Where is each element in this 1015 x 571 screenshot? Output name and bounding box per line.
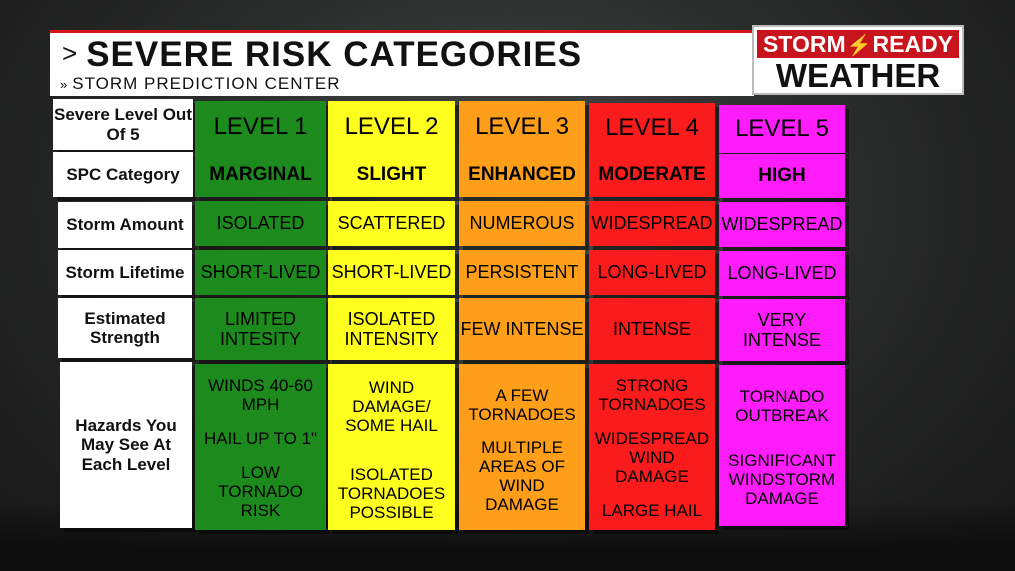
hazard-item: TORNADO OUTBREAK: [735, 387, 829, 426]
level-5-category: HIGH: [719, 154, 845, 198]
hazard-item: MULTIPLE AREAS OF WIND DAMAGE: [479, 437, 565, 514]
level-1-amount: ISOLATED: [195, 201, 326, 246]
hazard-item: WIND DAMAGE/ SOME HAIL: [345, 378, 438, 436]
level-5-hazards: TORNADO OUTBREAK SIGNIFICANT WINDSTORM D…: [719, 365, 845, 526]
level-5-amount: WIDESPREAD: [719, 202, 845, 247]
level-4-header: LEVEL 4: [589, 103, 715, 153]
level-5-header: LEVEL 5: [719, 105, 845, 153]
level-3-strength: FEW INTENSE: [459, 298, 585, 360]
level-3-amount: NUMEROUS: [459, 201, 585, 246]
logo-top-band: STORM⚡READY: [757, 30, 959, 58]
hazard-item: ISOLATED TORNADOES POSSIBLE: [337, 464, 446, 522]
hazard-item: LARGE HAIL: [601, 500, 703, 520]
level-1-strength: LIMITED INTESITY: [195, 298, 326, 360]
level-4-hazards: STRONG TORNADOES WIDESPREAD WIND DAMAGE …: [589, 364, 715, 530]
chevron-right-icon: >: [62, 38, 79, 68]
level-3-lifetime: PERSISTENT: [459, 250, 585, 295]
level-1-category: MARGINAL: [195, 153, 326, 197]
level-2-amount: SCATTERED: [328, 201, 455, 246]
level-4-category: MODERATE: [589, 153, 715, 197]
level-2-lifetime: SHORT-LIVED: [328, 250, 455, 295]
header-banner: > SEVERE RISK CATEGORIES » STORM PREDICTIO…: [50, 30, 754, 96]
row-label-estimated-strength: Estimated Strength: [58, 298, 192, 358]
level-2-category: SLIGHT: [328, 153, 455, 197]
row-label-storm-lifetime: Storm Lifetime: [58, 250, 192, 295]
level-2-hazards: WIND DAMAGE/ SOME HAIL ISOLATED TORNADOE…: [328, 364, 455, 530]
level-3-hazards: A FEW TORNADOES MULTIPLE AREAS OF WIND D…: [459, 364, 585, 530]
row-label-hazards: Hazards You May See At Each Level: [60, 362, 192, 528]
level-4-strength: INTENSE: [589, 298, 715, 360]
level-5-lifetime: LONG-LIVED: [719, 251, 845, 296]
hazard-item: STRONG TORNADOES: [598, 376, 706, 415]
double-chevron-icon: »: [60, 77, 69, 92]
storm-ready-weather-logo: STORM⚡READY WEATHER: [752, 25, 964, 95]
level-4-lifetime: LONG-LIVED: [589, 250, 715, 295]
hazard-item: HAIL UP TO 1": [203, 428, 318, 448]
hazard-item: LOW TORNADO RISK: [218, 462, 303, 520]
hazard-item: SIGNIFICANT WINDSTORM DAMAGE: [728, 450, 836, 508]
lightning-bolt-icon: ⚡: [846, 35, 872, 57]
level-3-header: LEVEL 3: [459, 101, 585, 153]
level-5-strength: VERY INTENSE: [719, 299, 845, 361]
hazard-item: A FEW TORNADOES: [468, 386, 576, 425]
page-title-text: SEVERE RISK CATEGORIES: [86, 35, 583, 74]
level-1-lifetime: SHORT-LIVED: [195, 250, 326, 295]
row-label-spc-category: SPC Category: [53, 152, 193, 197]
page-title: > SEVERE RISK CATEGORIES: [62, 35, 582, 75]
level-2-strength: ISOLATED INTENSITY: [328, 298, 455, 360]
hazard-item: WIDESPREAD WIND DAMAGE: [594, 428, 710, 487]
page-subtitle: » STORM PREDICTION CENTER: [60, 74, 341, 94]
level-4-amount: WIDESPREAD: [589, 201, 715, 246]
row-label-storm-amount: Storm Amount: [58, 202, 192, 248]
page-subtitle-text: STORM PREDICTION CENTER: [72, 74, 341, 93]
level-1-hazards: WINDS 40-60 MPH HAIL UP TO 1" LOW TORNAD…: [195, 364, 326, 530]
level-3-category: ENHANCED: [459, 153, 585, 197]
level-1-header: LEVEL 1: [195, 101, 326, 153]
hazard-item: WINDS 40-60 MPH: [208, 376, 313, 415]
level-2-header: LEVEL 2: [328, 101, 455, 153]
logo-weather-text: WEATHER: [775, 57, 941, 94]
row-label-severe-level: Severe Level Out Of 5: [53, 99, 193, 150]
